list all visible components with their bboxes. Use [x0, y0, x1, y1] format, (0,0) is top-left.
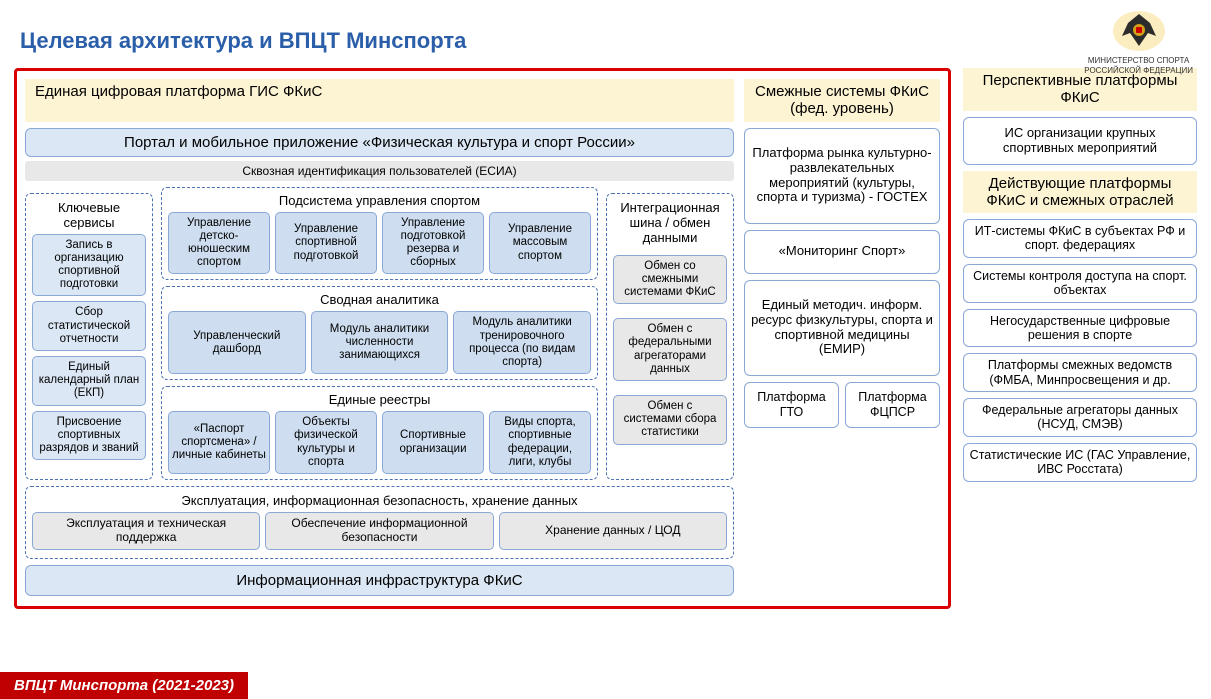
- analytics-item: Управленческий дашборд: [168, 311, 306, 374]
- analytics-title: Сводная аналитика: [168, 292, 591, 307]
- right-item: Федеральные агрегаторы данных (НСУД, СМЭ…: [963, 398, 1197, 437]
- registries-title: Единые реестры: [168, 392, 591, 407]
- hdr-platform: Единая цифровая платформа ГИС ФКиС: [25, 79, 734, 122]
- reg-item: Спортивные организации: [382, 411, 484, 474]
- right-p1: ИС организации крупных спортивных меропр…: [963, 117, 1197, 165]
- adj-pair: Платформа ГТО Платформа ФЦПСР: [744, 382, 940, 428]
- ops-item: Обеспечение информационной безопасности: [265, 512, 493, 550]
- mgmt-item: Управление подготовкой резерва и сборных: [382, 212, 484, 275]
- reg-item: Виды спорта, спортивные федерации, лиги,…: [489, 411, 591, 474]
- right-col: Перспективные платформы ФКиС ИС организа…: [963, 68, 1197, 609]
- adj-item: Платформа рынка культурно-развлекательны…: [744, 128, 940, 224]
- mgmt-item: Управление детско-юношеским спортом: [168, 212, 270, 275]
- key-services: Ключевые сервисы Запись в организацию сп…: [25, 193, 153, 481]
- ops-item: Эксплуатация и техническая поддержка: [32, 512, 260, 550]
- ops-block: Эксплуатация, информационная безопасност…: [25, 486, 734, 559]
- portal-box: Портал и мобильное приложение «Физическа…: [25, 128, 734, 157]
- mgmt-item: Управление массовым спортом: [489, 212, 591, 275]
- ops-title: Эксплуатация, информационная безопасност…: [32, 493, 727, 508]
- middle-col: Подсистема управления спортом Управление…: [161, 187, 598, 481]
- reg-item: Объекты физической культуры и спорта: [275, 411, 377, 474]
- ks-item: Запись в организацию спортивной подготов…: [32, 234, 146, 297]
- mgmt-block: Подсистема управления спортом Управление…: [161, 187, 598, 281]
- footer-label: ВПЦТ Минспорта (2021-2023): [0, 672, 248, 699]
- grid-row: Ключевые сервисы Запись в организацию сп…: [25, 187, 734, 481]
- registries-block: Единые реестры «Паспорт спортсмена» / ли…: [161, 386, 598, 480]
- ministry-logo: МИНИСТЕРСТВО СПОРТА РОССИЙСКОЙ ФЕДЕРАЦИИ: [1084, 8, 1193, 75]
- main-body: Портал и мобильное приложение «Физическа…: [25, 128, 940, 596]
- adjacent-col: Платформа рынка культурно-развлекательны…: [744, 128, 940, 596]
- integration-title: Интеграционная шина / обмен данными: [613, 200, 727, 245]
- key-services-title: Ключевые сервисы: [32, 200, 146, 230]
- analytics-item: Модуль аналитики численности занимающихс…: [311, 311, 449, 374]
- mgmt-item: Управление спортивной подготовкой: [275, 212, 377, 275]
- adj-item: «Мониторинг Спорт»: [744, 230, 940, 274]
- int-item: Обмен с системами сбора статистики: [613, 395, 727, 445]
- logo-text1: МИНИСТЕРСТВО СПОРТА: [1084, 56, 1193, 66]
- columns: Единая цифровая платформа ГИС ФКиС Смежн…: [14, 68, 1197, 609]
- logo-text2: РОССИЙСКОЙ ФЕДЕРАЦИИ: [1084, 66, 1193, 76]
- ks-item: Сбор статистической отчетности: [32, 301, 146, 351]
- main-red-block: Единая цифровая платформа ГИС ФКиС Смежн…: [14, 68, 951, 609]
- right-hdr2: Действующие платформы ФКиС и смежных отр…: [963, 171, 1197, 214]
- right-item: Системы контроля доступа на спорт. объек…: [963, 264, 1197, 303]
- adj-pair-item: Платформа ФЦПСР: [845, 382, 940, 428]
- slide-title: Целевая архитектура и ВПЦТ Минспорта: [20, 28, 1197, 54]
- platform-area: Портал и мобильное приложение «Физическа…: [25, 128, 734, 596]
- mgmt-title: Подсистема управления спортом: [168, 193, 591, 208]
- adj-pair-item: Платформа ГТО: [744, 382, 839, 428]
- int-item: Обмен с федеральными агрегаторами данных: [613, 318, 727, 381]
- integration-block: Интеграционная шина / обмен данными Обме…: [606, 193, 734, 481]
- hdr-adjacent: Смежные системы ФКиС (фед. уровень): [744, 79, 940, 122]
- main-headers: Единая цифровая платформа ГИС ФКиС Смежн…: [25, 79, 940, 122]
- eagle-icon: [1110, 8, 1168, 54]
- right-item: ИТ-системы ФКиС в субъектах РФ и спорт. …: [963, 219, 1197, 258]
- adj-item: Единый методич. информ. ресурс физкульту…: [744, 280, 940, 376]
- ks-item: Единый календарный план (ЕКП): [32, 356, 146, 406]
- reg-item: «Паспорт спортсмена» / личные кабинеты: [168, 411, 270, 474]
- analytics-item: Модуль аналитики тренировочного процесса…: [453, 311, 591, 374]
- right-item: Статистические ИС (ГАС Управление, ИВС Р…: [963, 443, 1197, 482]
- right-item: Платформы смежных ведомств (ФМБА, Минпро…: [963, 353, 1197, 392]
- int-item: Обмен со смежными системами ФКиС: [613, 255, 727, 305]
- right-item: Негосударственные цифровые решения в спо…: [963, 309, 1197, 348]
- ks-item: Присвоение спортивных разрядов и званий: [32, 411, 146, 461]
- infra-box: Информационная инфраструктура ФКиС: [25, 565, 734, 596]
- esia-box: Сквозная идентификация пользователей (ЕС…: [25, 161, 734, 181]
- ops-item: Хранение данных / ЦОД: [499, 512, 727, 550]
- slide-root: МИНИСТЕРСТВО СПОРТА РОССИЙСКОЙ ФЕДЕРАЦИИ…: [0, 0, 1211, 699]
- analytics-block: Сводная аналитика Управленческий дашборд…: [161, 286, 598, 380]
